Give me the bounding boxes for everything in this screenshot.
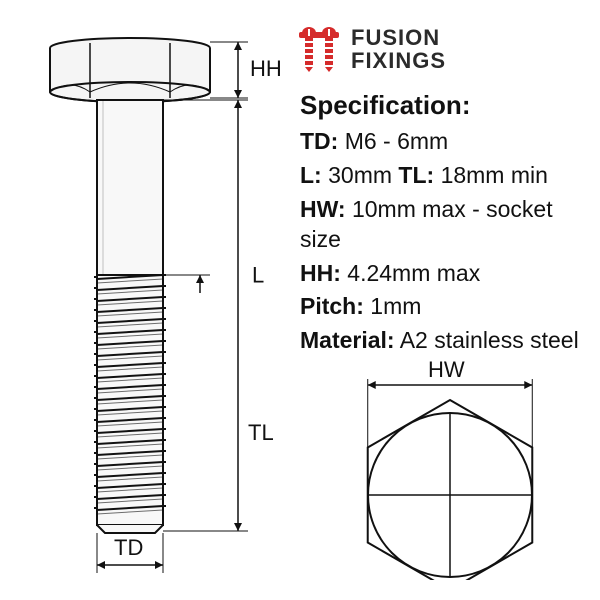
spec-val: 18mm min	[441, 162, 548, 188]
brand-logo: FUSION FIXINGS	[295, 25, 446, 73]
spec-key: Pitch:	[300, 293, 364, 319]
spec-row: HW: 10mm max - socket size	[300, 195, 590, 255]
svg-text:HW: HW	[428, 360, 465, 382]
spec-val: 4.24mm max	[347, 260, 480, 286]
svg-text:L: L	[252, 263, 264, 288]
hex-top-diagram: HW	[335, 360, 565, 580]
brand-logo-text: FUSION FIXINGS	[351, 26, 446, 72]
svg-text:TD: TD	[114, 535, 143, 560]
brand-line1: FUSION	[351, 26, 446, 49]
spec-row: HH: 4.24mm max	[300, 259, 590, 289]
spec-key: TL:	[398, 162, 434, 188]
spec-row: L: 30mm TL: 18mm min	[300, 161, 590, 191]
spec-key: Material:	[300, 327, 395, 353]
svg-text:TL: TL	[248, 420, 274, 445]
brand-logo-icon	[295, 25, 343, 73]
spec-row: TD: M6 - 6mm	[300, 127, 590, 157]
specification-block: Specification: TD: M6 - 6mm L: 30mm TL: 1…	[300, 90, 590, 360]
brand-line2: FIXINGS	[351, 49, 446, 72]
spec-val: 30mm	[328, 162, 392, 188]
spec-row: Pitch: 1mm	[300, 292, 590, 322]
spec-title: Specification:	[300, 90, 590, 121]
spec-key: HW:	[300, 196, 346, 222]
spec-key: HH:	[300, 260, 341, 286]
spec-key: L:	[300, 162, 322, 188]
svg-text:HH: HH	[250, 56, 280, 81]
spec-val: 1mm	[370, 293, 421, 319]
spec-val: M6 - 6mm	[345, 128, 449, 154]
spec-val: A2 stainless steel	[400, 327, 579, 353]
bolt-side-diagram: HH L TL TD	[20, 20, 280, 580]
spec-key: TD:	[300, 128, 338, 154]
spec-row: Material: A2 stainless steel	[300, 326, 590, 356]
